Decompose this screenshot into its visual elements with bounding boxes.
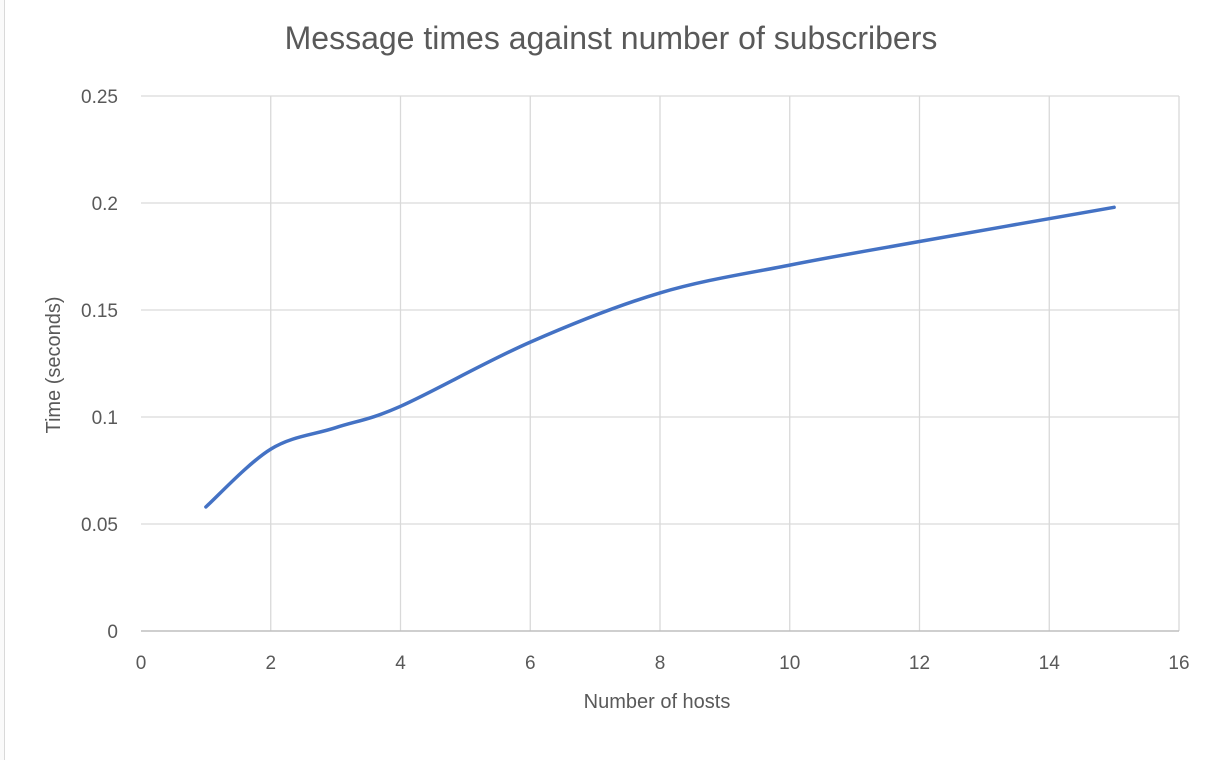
x-tick-label: 14 <box>1039 653 1061 674</box>
x-tick-label: 6 <box>525 653 536 674</box>
y-tick-label: 0.05 <box>81 515 118 536</box>
x-tick-label: 4 <box>395 653 406 674</box>
y-tick-label: 0.25 <box>81 87 118 108</box>
y-axis-label: Time (seconds) <box>43 296 65 433</box>
y-tick-label: 0.2 <box>92 194 118 215</box>
y-tick-label: 0 <box>107 622 118 643</box>
y-tick-label: 0.15 <box>81 301 118 322</box>
x-tick-label: 2 <box>265 653 276 674</box>
x-tick-label: 16 <box>1168 653 1189 674</box>
window-edge <box>0 0 5 760</box>
series-line <box>204 205 1116 509</box>
gridlines <box>141 95 1180 631</box>
x-tick-label: 0 <box>136 653 147 674</box>
chart-title: Message times against number of subscrib… <box>284 20 938 56</box>
x-axis-label: Number of hosts <box>584 691 731 713</box>
series-group <box>204 205 1116 509</box>
x-tick-label: 12 <box>909 653 930 674</box>
x-tick-label: 8 <box>655 653 666 674</box>
x-tick-label: 10 <box>779 653 800 674</box>
y-tick-label: 0.1 <box>92 408 118 429</box>
tick-labels: 0 2 4 6 8 10 12 14 16 0 0.05 0.1 0.15 0.2 0.25 <box>81 87 1190 674</box>
